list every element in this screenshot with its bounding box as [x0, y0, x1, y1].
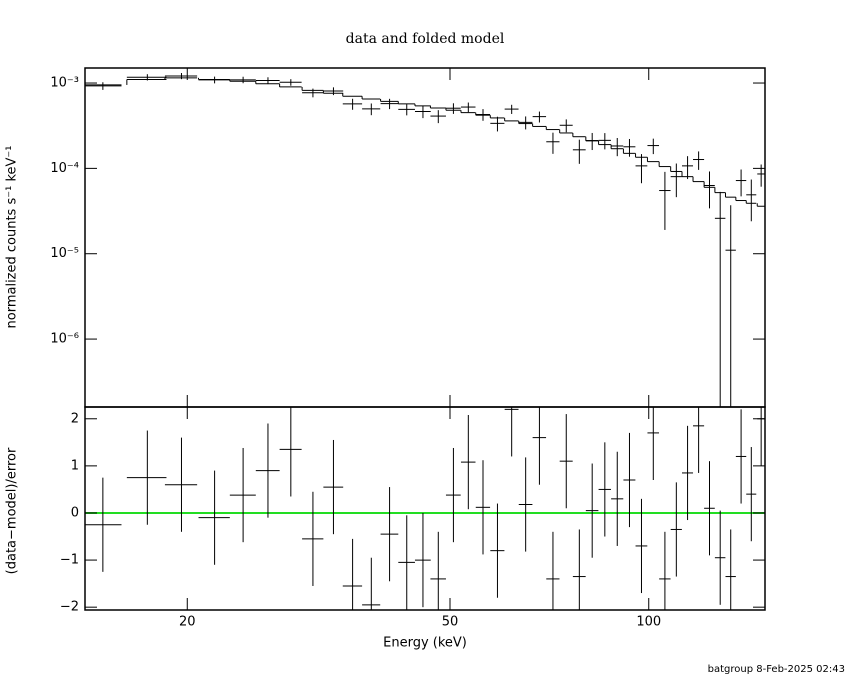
y-axis-label: normalized counts s⁻¹ keV⁻¹	[5, 146, 20, 329]
x-tick-label: 100	[636, 615, 661, 630]
y-axis-label: (data−model)/error	[5, 447, 20, 574]
footer: batgroup 8-Feb-2025 02:43	[708, 664, 845, 675]
y-tick-label: 1	[71, 458, 79, 473]
x-tick-label: 50	[442, 615, 459, 630]
y-tick-label: 10⁻⁵	[50, 246, 79, 261]
x-axis-label: Energy (keV)	[383, 636, 467, 651]
y-tick-label: 10⁻⁴	[50, 161, 79, 176]
y-tick-label: −2	[60, 600, 79, 615]
plot-area	[85, 407, 765, 610]
chart-title: data and folded model	[346, 31, 505, 47]
y-tick-label: −1	[60, 553, 79, 568]
y-tick-label: 2	[71, 411, 79, 426]
panel-frame	[84, 406, 766, 611]
y-tick-label: 10⁻⁶	[50, 332, 79, 347]
plot-area	[85, 73, 765, 407]
x-tick-label: 20	[179, 615, 196, 630]
panel-frame	[84, 67, 766, 408]
y-tick-label: 0	[71, 505, 79, 520]
y-tick-label: 10⁻³	[50, 76, 79, 91]
